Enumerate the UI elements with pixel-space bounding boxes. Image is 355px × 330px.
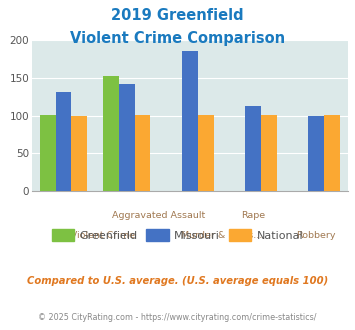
Bar <box>198 115 214 191</box>
Bar <box>71 115 87 191</box>
Bar <box>324 115 340 191</box>
Legend: Greenfield, Missouri, National: Greenfield, Missouri, National <box>47 225 308 245</box>
Text: Murder & Mans...: Murder & Mans... <box>181 231 262 240</box>
Bar <box>261 115 277 191</box>
Bar <box>308 116 324 191</box>
Text: Violent Crime Comparison: Violent Crime Comparison <box>70 31 285 46</box>
Text: Aggravated Assault: Aggravated Assault <box>112 211 205 220</box>
Text: 2019 Greenfield: 2019 Greenfield <box>111 8 244 23</box>
Bar <box>245 106 261 191</box>
Text: Robbery: Robbery <box>296 231 336 240</box>
Bar <box>182 51 198 191</box>
Bar <box>119 83 135 191</box>
Bar <box>56 92 71 191</box>
Bar <box>40 115 56 191</box>
Bar <box>103 76 119 191</box>
Bar <box>135 115 151 191</box>
Text: Rape: Rape <box>241 211 265 220</box>
Text: All Violent Crime: All Violent Crime <box>56 231 135 240</box>
Text: © 2025 CityRating.com - https://www.cityrating.com/crime-statistics/: © 2025 CityRating.com - https://www.city… <box>38 314 317 322</box>
Text: Compared to U.S. average. (U.S. average equals 100): Compared to U.S. average. (U.S. average … <box>27 276 328 285</box>
